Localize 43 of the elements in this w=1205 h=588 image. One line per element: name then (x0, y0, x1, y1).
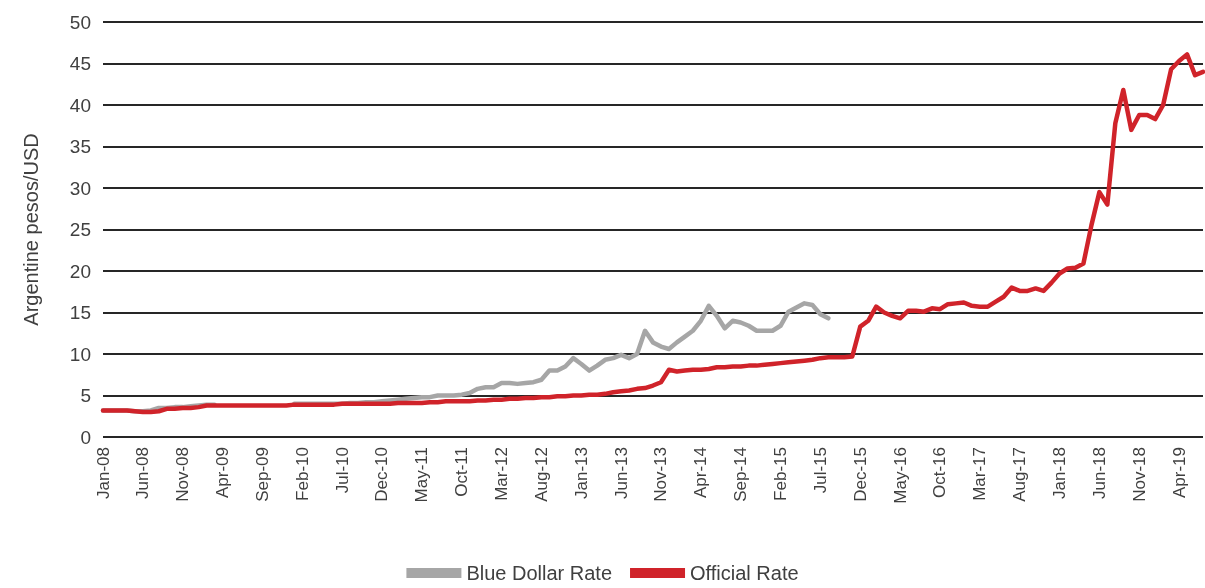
y-tick-label: 5 (80, 385, 91, 406)
x-tick-label: Jun-18 (1089, 447, 1109, 499)
y-tick-label: 50 (69, 11, 91, 33)
x-tick-label: Sep-09 (252, 447, 272, 502)
x-tick-label: Jan-18 (1050, 447, 1070, 499)
x-tick-label: Nov-08 (173, 447, 193, 502)
x-tick-label: Jan-08 (93, 447, 113, 499)
y-tick-label: 15 (69, 302, 91, 323)
legend-label: Official Rate (690, 562, 799, 584)
y-tick-label: 40 (69, 94, 91, 116)
x-tick-label: Mar-17 (970, 447, 990, 501)
x-tick-label: Mar-12 (492, 447, 512, 501)
x-tick-label: Sep-14 (731, 447, 751, 502)
x-tick-label: Apr-09 (213, 447, 233, 499)
x-tick-label: Jun-08 (133, 447, 153, 499)
y-tick-label: 0 (80, 426, 91, 448)
y-tick-label: 10 (69, 343, 91, 365)
legend-label: Blue Dollar Rate (466, 562, 613, 584)
y-axis-title: Argentine pesos/USD (20, 133, 42, 326)
x-tick-label: Nov-18 (1129, 447, 1149, 502)
y-tick-label: 35 (69, 136, 91, 157)
x-tick-label: Oct-11 (452, 447, 472, 497)
x-tick-label: Aug-12 (531, 447, 551, 502)
x-tick-label: Dec-15 (850, 447, 870, 502)
x-tick-label: Jul-15 (810, 447, 830, 494)
x-tick-label: Jun-13 (611, 447, 631, 499)
x-tick-label: Apr-14 (691, 447, 711, 499)
x-tick-label: Nov-13 (651, 447, 671, 502)
y-tick-label: 45 (69, 53, 91, 74)
x-tick-label: Feb-15 (771, 447, 791, 501)
y-tick-label: 30 (69, 177, 91, 199)
y-tick-label: 25 (69, 219, 91, 240)
x-tick-label: Dec-10 (372, 447, 392, 502)
x-tick-label: May-16 (890, 447, 910, 504)
x-tick-label: Oct-16 (930, 447, 950, 499)
x-tick-label: Jul-10 (332, 447, 352, 494)
x-tick-label: May-11 (412, 447, 432, 503)
line-series (100, 52, 1205, 415)
x-tick-label: Jan-13 (571, 447, 591, 499)
x-tick-label: Feb-10 (292, 447, 312, 501)
x-tick-label: Aug-17 (1010, 447, 1030, 502)
x-tick-label: Apr-19 (1169, 447, 1189, 499)
y-tick-label: 20 (69, 260, 91, 282)
